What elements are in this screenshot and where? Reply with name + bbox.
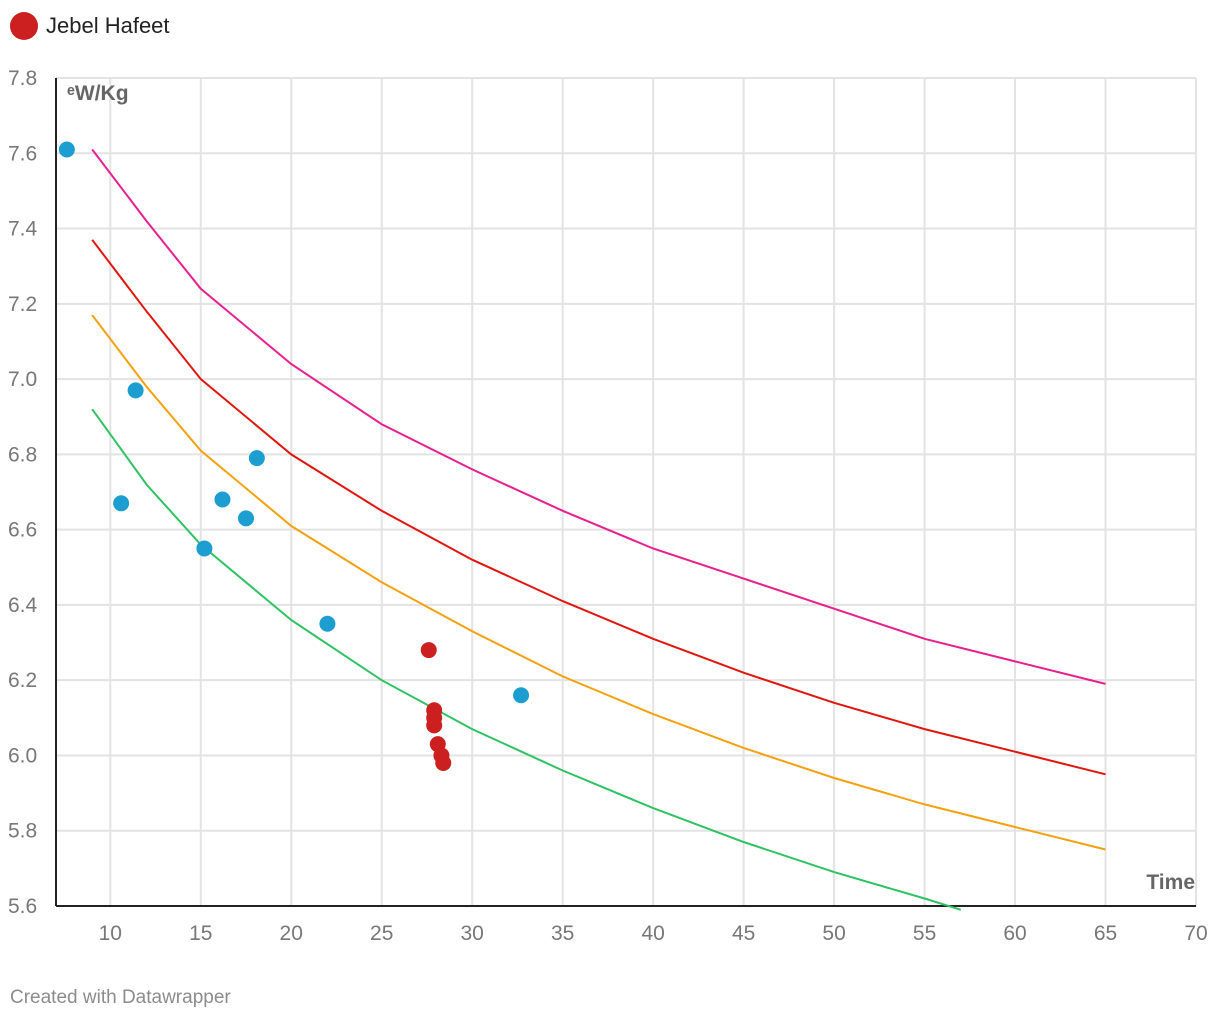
y-tick-label: 7.4 — [8, 218, 38, 241]
y-axis-title: ᵉW/Kg — [67, 82, 129, 105]
y-tick-label: 5.6 — [8, 895, 37, 918]
data-point-other-climbs — [238, 510, 254, 527]
x-axis-title: Time — [1146, 871, 1195, 894]
data-point-jebel-hafeet — [426, 717, 443, 734]
data-point-other-climbs — [513, 687, 530, 704]
data-point-jebel-hafeet — [435, 754, 452, 771]
y-tick-label: 7.2 — [8, 293, 37, 316]
y-tick-label: 6.2 — [8, 669, 37, 692]
x-tick-label: 60 — [1003, 922, 1026, 945]
series-line-curve-2 — [91, 239, 1106, 776]
legend-marker-icon — [10, 12, 38, 40]
data-point-other-climbs — [113, 495, 130, 512]
series-line-curve-1 — [91, 148, 1106, 685]
x-tick-label: 50 — [822, 922, 845, 945]
x-tick-label: 25 — [370, 922, 393, 945]
x-tick-label: 45 — [732, 922, 755, 945]
data-point-other-climbs — [214, 491, 231, 508]
y-tick-label: 6.0 — [8, 744, 37, 767]
y-tick-label: 6.4 — [8, 594, 38, 617]
y-tick-label: 6.6 — [8, 519, 37, 542]
y-tick-label: 7.6 — [8, 142, 37, 165]
x-tick-label: 55 — [913, 922, 936, 945]
data-point-jebel-hafeet — [420, 642, 437, 659]
x-tick-label: 10 — [99, 922, 122, 945]
x-tick-label: 40 — [641, 922, 664, 945]
data-point-other-climbs — [196, 540, 213, 557]
data-point-other-climbs — [127, 382, 144, 399]
x-tick-label: 65 — [1094, 922, 1117, 945]
y-tick-label: 7.8 — [8, 67, 37, 90]
legend-label: Jebel Hafeet — [46, 13, 170, 38]
footer-credit: Created with Datawrapper — [10, 987, 231, 1008]
y-tick-label: 6.8 — [8, 443, 37, 466]
legend: Jebel Hafeet — [10, 12, 170, 40]
data-point-other-climbs — [58, 141, 75, 158]
x-tick-label: 20 — [280, 922, 303, 945]
data-point-other-climbs — [319, 615, 336, 632]
x-tick-label: 15 — [189, 922, 212, 945]
series-line-curve-4 — [91, 408, 962, 911]
data-point-other-climbs — [248, 450, 265, 467]
x-tick-label: 70 — [1184, 922, 1207, 945]
y-tick-label: 7.0 — [8, 368, 37, 391]
x-tick-label: 30 — [461, 922, 484, 945]
x-tick-label: 35 — [551, 922, 574, 945]
y-tick-label: 5.8 — [8, 820, 37, 843]
series-line-curve-3 — [91, 314, 1106, 851]
